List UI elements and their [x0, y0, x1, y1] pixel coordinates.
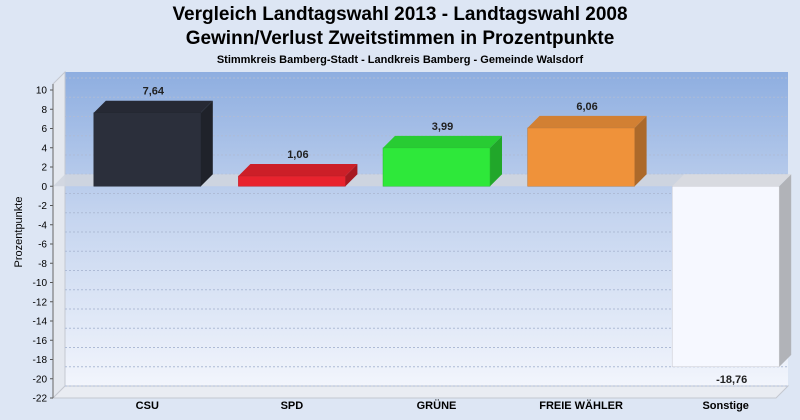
bar-value-label: 6,06	[576, 101, 597, 113]
y-tick-label: -16	[33, 336, 48, 347]
x-category-label: GRÜNE	[417, 399, 457, 412]
bar-side	[634, 115, 647, 187]
bar-top	[527, 115, 647, 128]
y-tick-label: -2	[38, 201, 47, 212]
x-category-label: SPD	[281, 400, 304, 412]
y-tick-label: -14	[33, 317, 48, 328]
chart-title: Vergleich Landtagswahl 2013 - Landtagswa…	[172, 4, 628, 25]
y-tick-label: 4	[41, 143, 47, 154]
x-category-label: Sonstige	[702, 400, 748, 412]
y-tick-label: -22	[33, 394, 48, 405]
y-tick-label: 0	[41, 182, 47, 193]
bar-sonstige	[671, 174, 792, 368]
x-category-label: FREIE WÄHLER	[539, 399, 623, 412]
y-tick-label: -10	[33, 278, 48, 289]
plot-side-wall	[52, 70, 66, 400]
y-tick-label: 6	[41, 124, 47, 135]
bar-front	[93, 112, 202, 187]
bar-grüne	[382, 135, 503, 187]
chart-subtitle: Gewinn/Verlust Zweitstimmen in Prozentpu…	[185, 28, 615, 49]
x-category-label: CSU	[136, 400, 159, 412]
bar-value-label: -18,76	[716, 374, 747, 386]
bar-side	[779, 174, 792, 367]
bar-front	[671, 186, 780, 368]
bar-value-label: 7,64	[143, 86, 165, 98]
y-axis-label: Prozentpunkte	[13, 197, 25, 268]
bar-top	[672, 174, 792, 187]
bar-front	[382, 147, 491, 187]
bar-csu	[93, 100, 213, 187]
bar-front	[238, 175, 346, 187]
y-tick-label: -8	[38, 259, 47, 270]
bar-value-label: 1,06	[287, 149, 308, 161]
y-tick-label: -6	[38, 240, 47, 251]
plot-floor	[51, 385, 790, 399]
bar-top	[238, 164, 358, 177]
bar-top	[93, 100, 213, 113]
bar-freie-wähler	[527, 115, 647, 187]
y-tick-label: -4	[38, 220, 47, 231]
bar-front	[527, 127, 635, 187]
y-tick-label: -18	[33, 355, 48, 366]
bar-value-label: 3,99	[432, 121, 453, 133]
y-tick-label: 2	[41, 163, 47, 174]
bar-side	[200, 100, 213, 187]
chart-region-subtitle: Stimmkreis Bamberg-Stadt - Landkreis Bam…	[216, 54, 584, 66]
y-tick-label: -12	[33, 297, 48, 308]
y-tick-label: 10	[36, 86, 48, 97]
y-tick-label: -20	[33, 374, 48, 385]
bar-top	[382, 135, 503, 148]
bar-spd	[238, 164, 358, 187]
bar-side	[345, 164, 358, 187]
bar-side	[490, 135, 503, 187]
y-tick-label: 8	[41, 105, 47, 116]
